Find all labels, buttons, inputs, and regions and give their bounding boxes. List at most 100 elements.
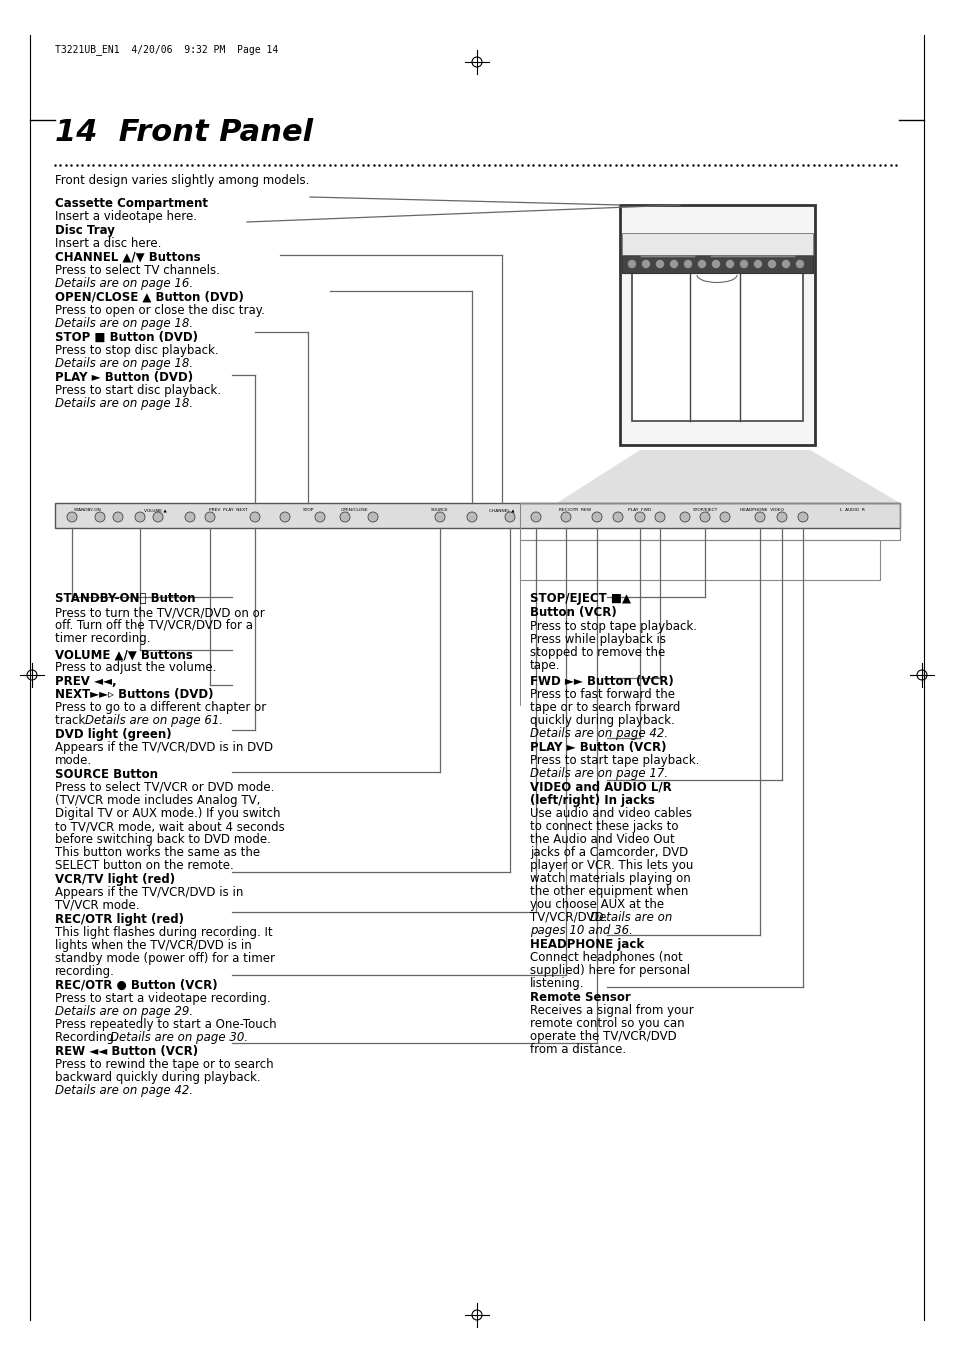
- Text: track.: track.: [55, 713, 92, 727]
- Text: PREV  PLAY  NEXT: PREV PLAY NEXT: [209, 508, 247, 512]
- Text: Details are on page 17.: Details are on page 17.: [530, 767, 667, 780]
- Text: REC/OTR light (red): REC/OTR light (red): [55, 913, 184, 925]
- Text: Press to adjust the volume.: Press to adjust the volume.: [55, 661, 216, 674]
- Text: STANDBY-ON⏻ Button: STANDBY-ON⏻ Button: [55, 592, 195, 605]
- Text: Digital TV or AUX mode.) If you switch: Digital TV or AUX mode.) If you switch: [55, 807, 280, 820]
- Text: watch materials playing on: watch materials playing on: [530, 871, 690, 885]
- Text: (TV/VCR mode includes Analog TV,: (TV/VCR mode includes Analog TV,: [55, 794, 260, 807]
- Circle shape: [720, 512, 729, 521]
- Text: to TV/VCR mode, wait about 4 seconds: to TV/VCR mode, wait about 4 seconds: [55, 820, 284, 834]
- Text: Use audio and video cables: Use audio and video cables: [530, 807, 691, 820]
- Circle shape: [467, 512, 476, 521]
- Text: Press to go to a different chapter or: Press to go to a different chapter or: [55, 701, 266, 713]
- Text: Details are on: Details are on: [589, 911, 672, 924]
- Bar: [621, 255, 812, 273]
- Circle shape: [754, 512, 764, 521]
- Circle shape: [781, 261, 789, 267]
- Text: Details are on page 42.: Details are on page 42.: [55, 1084, 193, 1097]
- Text: to connect these jacks to: to connect these jacks to: [530, 820, 678, 834]
- Circle shape: [712, 261, 719, 267]
- Text: VOLUME ▲/▼ Buttons: VOLUME ▲/▼ Buttons: [55, 648, 193, 661]
- Text: STOP/EJECT ■▲: STOP/EJECT ■▲: [530, 592, 630, 605]
- Text: SOURCE: SOURCE: [431, 508, 449, 512]
- Bar: [519, 540, 879, 580]
- Text: REC/OTR  REW: REC/OTR REW: [558, 508, 591, 512]
- Text: Cassette Compartment: Cassette Compartment: [55, 197, 208, 209]
- Text: operate the TV/VCR/DVD: operate the TV/VCR/DVD: [530, 1029, 676, 1043]
- Circle shape: [698, 261, 705, 267]
- Circle shape: [656, 261, 662, 267]
- Text: VCR/TV light (red): VCR/TV light (red): [55, 873, 175, 886]
- Text: STOP: STOP: [302, 508, 314, 512]
- Text: HEADPHONE  VIDEO: HEADPHONE VIDEO: [740, 508, 783, 512]
- Circle shape: [726, 261, 733, 267]
- Text: Press to start tape playback.: Press to start tape playback.: [530, 754, 699, 767]
- Text: CHANNEL ▲: CHANNEL ▲: [489, 508, 515, 512]
- Circle shape: [740, 261, 747, 267]
- Circle shape: [796, 261, 802, 267]
- Circle shape: [635, 512, 644, 521]
- Circle shape: [684, 261, 691, 267]
- Text: Press to select TV channels.: Press to select TV channels.: [55, 263, 219, 277]
- Circle shape: [95, 512, 105, 521]
- Circle shape: [339, 512, 350, 521]
- Circle shape: [797, 512, 807, 521]
- Text: timer recording.: timer recording.: [55, 632, 151, 644]
- Text: pages 10 and 36.: pages 10 and 36.: [530, 924, 632, 938]
- Text: Press to fast forward the: Press to fast forward the: [530, 688, 675, 701]
- Text: Details are on page 18.: Details are on page 18.: [55, 317, 193, 330]
- Circle shape: [250, 512, 260, 521]
- Text: Recording.: Recording.: [55, 1031, 121, 1044]
- Text: Disc Tray: Disc Tray: [55, 224, 114, 236]
- Circle shape: [504, 512, 515, 521]
- Text: This button works the same as the: This button works the same as the: [55, 846, 260, 859]
- Text: mode.: mode.: [55, 754, 92, 767]
- Text: STOP/EJECT: STOP/EJECT: [692, 508, 717, 512]
- Circle shape: [280, 512, 290, 521]
- Bar: [631, 261, 802, 422]
- Text: REC/OTR ● Button (VCR): REC/OTR ● Button (VCR): [55, 979, 217, 992]
- Circle shape: [641, 261, 649, 267]
- Text: Connect headphones (not: Connect headphones (not: [530, 951, 682, 965]
- Text: Front design varies slightly among models.: Front design varies slightly among model…: [55, 174, 309, 186]
- Text: you choose AUX at the: you choose AUX at the: [530, 898, 663, 911]
- Text: Press to stop tape playback.: Press to stop tape playback.: [530, 620, 697, 634]
- Text: Details are on page 18.: Details are on page 18.: [55, 397, 193, 409]
- Circle shape: [435, 512, 444, 521]
- Text: VOLUME ▲: VOLUME ▲: [144, 508, 166, 512]
- Text: SELECT button on the remote.: SELECT button on the remote.: [55, 859, 233, 871]
- Text: Press while playback is: Press while playback is: [530, 634, 665, 646]
- Circle shape: [628, 261, 635, 267]
- Text: SOURCE Button: SOURCE Button: [55, 767, 158, 781]
- Text: Details are on page 16.: Details are on page 16.: [55, 277, 193, 290]
- Text: remote control so you can: remote control so you can: [530, 1017, 684, 1029]
- Text: REW ◄◄ Button (VCR): REW ◄◄ Button (VCR): [55, 1046, 198, 1058]
- Circle shape: [560, 512, 571, 521]
- Text: STOP ■ Button (DVD): STOP ■ Button (DVD): [55, 331, 198, 345]
- Text: (left/right) In jacks: (left/right) In jacks: [530, 794, 654, 807]
- Circle shape: [613, 512, 622, 521]
- Text: Press repeatedly to start a One-Touch: Press repeatedly to start a One-Touch: [55, 1019, 276, 1031]
- Text: Details are on page 61.: Details are on page 61.: [85, 713, 223, 727]
- Text: supplied) here for personal: supplied) here for personal: [530, 965, 689, 977]
- Text: the Audio and Video Out: the Audio and Video Out: [530, 834, 674, 846]
- Circle shape: [185, 512, 194, 521]
- Text: T3221UB_EN1  4/20/06  9:32 PM  Page 14: T3221UB_EN1 4/20/06 9:32 PM Page 14: [55, 45, 278, 55]
- Text: Button (VCR): Button (VCR): [530, 607, 616, 619]
- Text: Press to rewind the tape or to search: Press to rewind the tape or to search: [55, 1058, 274, 1071]
- Circle shape: [152, 512, 163, 521]
- Text: Details are on page 29.: Details are on page 29.: [55, 1005, 193, 1019]
- Text: standby mode (power off) for a timer: standby mode (power off) for a timer: [55, 952, 274, 965]
- Text: This light flashes during recording. It: This light flashes during recording. It: [55, 925, 273, 939]
- Circle shape: [368, 512, 377, 521]
- Circle shape: [531, 512, 540, 521]
- Circle shape: [314, 512, 325, 521]
- Text: HEADPHONE jack: HEADPHONE jack: [530, 938, 643, 951]
- Text: Details are on page 42.: Details are on page 42.: [530, 727, 667, 740]
- Text: NEXT►►▹ Buttons (DVD): NEXT►►▹ Buttons (DVD): [55, 688, 213, 701]
- Text: 14  Front Panel: 14 Front Panel: [55, 118, 313, 147]
- Bar: [55, 503, 899, 528]
- Text: listening.: listening.: [530, 977, 584, 990]
- Text: OPEN/CLOSE ▲ Button (DVD): OPEN/CLOSE ▲ Button (DVD): [55, 290, 244, 304]
- Text: TV/VCR/DVD.: TV/VCR/DVD.: [530, 911, 611, 924]
